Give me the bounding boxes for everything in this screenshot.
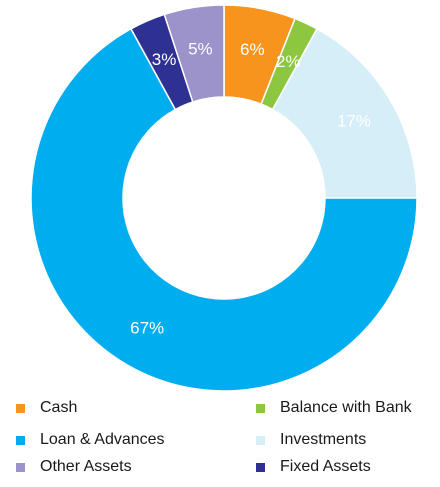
legend-swatch-cash [16, 403, 25, 413]
legend-item-loan-and-advances: Loan & Advances [16, 430, 165, 450]
legend-label: Cash [40, 399, 78, 416]
slice-label-investments: 17% [337, 112, 371, 131]
slice-label-loan-and-advances: 67% [130, 318, 164, 337]
donut-slices [30, 4, 418, 392]
slice-labels: 6% 2% 17% 67% 3% 5% [130, 39, 371, 337]
legend-swatch-other-assets [16, 462, 25, 472]
legend-label: Investments [280, 431, 367, 448]
legend-label: Fixed Assets [280, 458, 371, 475]
legend-item-other-assets: Other Assets [16, 457, 132, 477]
chart-legend: Cash Loan & Advances Other Assets Balance w… [0, 395, 440, 487]
legend-item-fixed-assets: Fixed Assets [256, 457, 371, 477]
legend-item-cash: Cash [16, 398, 77, 418]
legend-label: Balance with Bank [280, 399, 412, 416]
legend-swatch-fixed-assets [256, 462, 265, 472]
slice-label-cash: 6% [240, 40, 265, 59]
legend-label: Other Assets [40, 458, 132, 475]
legend-swatch-loan-and-advances [16, 435, 25, 445]
legend-item-balance-with-bank: Balance with Bank [256, 398, 412, 418]
slice-label-fixed-assets: 3% [152, 50, 177, 69]
legend-swatch-investments [256, 435, 265, 445]
slice-loan-and-advances [30, 27, 418, 392]
donut-chart: 6% 2% 17% 67% 3% 5% [30, 4, 418, 392]
slice-label-other-assets: 5% [188, 39, 213, 58]
slice-investments [271, 27, 418, 199]
legend-label: Loan & Advances [40, 431, 165, 448]
slice-label-balance-with-bank: 2% [276, 52, 301, 71]
slice-other-assets [163, 4, 225, 103]
legend-item-investments: Investments [256, 430, 366, 450]
legend-swatch-balance-with-bank [256, 403, 265, 413]
